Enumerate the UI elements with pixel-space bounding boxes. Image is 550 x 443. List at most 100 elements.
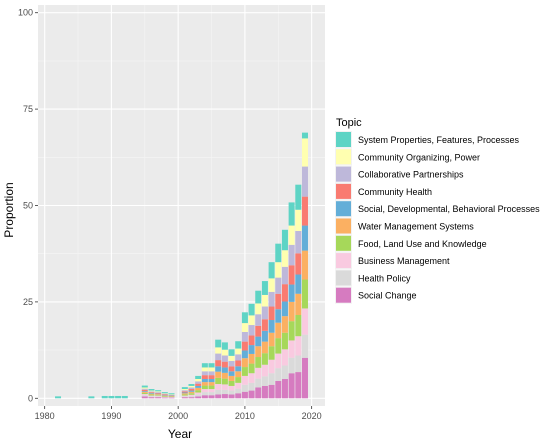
bar-segment [215, 339, 222, 348]
bar-segment [301, 166, 308, 197]
bar-segment [215, 389, 222, 395]
bar-segment [195, 385, 202, 388]
bar-segment [161, 395, 168, 397]
bar-segment [228, 366, 235, 372]
bar-segment [201, 389, 208, 393]
bar-segment [215, 377, 222, 385]
bars-layer [55, 132, 308, 399]
bar-segment [181, 394, 188, 396]
bar-segment [221, 372, 228, 379]
bar-segment [268, 373, 275, 385]
y-tick-label: 100 [18, 8, 33, 18]
bar-segment [235, 377, 242, 383]
bar-segment [148, 392, 155, 394]
bar-segment [155, 392, 162, 394]
bar-segment [301, 334, 308, 358]
bar-segment [148, 397, 155, 399]
bar-segment [208, 389, 215, 393]
bar-segment [228, 349, 235, 356]
bar-segment [241, 312, 248, 324]
bar-segment [281, 250, 288, 267]
bar-segment [208, 371, 215, 376]
bar-segment [188, 394, 195, 396]
bar-segment [195, 379, 202, 382]
bar-segment [168, 394, 175, 395]
bar-segment [275, 293, 282, 310]
bar-segment [275, 262, 282, 278]
bar-segment [221, 394, 228, 399]
bar-segment [195, 381, 202, 384]
bar-segment [235, 393, 242, 399]
bar-segment [195, 396, 202, 399]
bar-segment [168, 396, 175, 398]
bar-segment [195, 394, 202, 397]
bar-segment [181, 396, 188, 398]
bar-segment [188, 390, 195, 392]
bar-segment [155, 395, 162, 397]
bar-segment [208, 379, 215, 383]
bar-segment [281, 301, 288, 317]
bar-segment [268, 384, 275, 399]
major-gridlines [38, 5, 325, 406]
bar-segment [188, 384, 195, 386]
bar-segment [288, 244, 295, 266]
bar-segment [295, 372, 302, 399]
bar-segment [215, 353, 222, 361]
bar-segment [295, 355, 302, 373]
bar-segment [148, 389, 155, 391]
bar-segment [268, 278, 275, 292]
bar-segment [268, 262, 275, 279]
bar-segment [261, 376, 268, 386]
legend-swatch [336, 132, 351, 147]
bar-segment [188, 389, 195, 391]
bar-segment [208, 382, 215, 386]
bar-segment [288, 357, 295, 374]
bar-segment [195, 387, 202, 391]
bar-segment [141, 387, 148, 389]
axes-layer: 1980 1990 2000 2010 2020 0 25 50 75 100 [18, 8, 322, 421]
bar-segment [215, 366, 222, 372]
bar-segment [188, 391, 195, 394]
bar-segment [215, 371, 222, 378]
bar-segment [281, 229, 288, 251]
bar-segment [141, 390, 148, 392]
bar-segment [221, 349, 228, 356]
bar-segment [181, 395, 188, 397]
x-tick-label: 1990 [101, 411, 121, 421]
bar-segment [235, 382, 242, 389]
bar-segment [295, 293, 302, 316]
bar-segment [255, 290, 262, 304]
bar-segment [295, 315, 302, 337]
bar-segment [188, 385, 195, 388]
bar-segment [161, 392, 168, 394]
bar-segment [228, 380, 235, 386]
bar-segment [301, 279, 308, 309]
bar-segment [261, 330, 268, 342]
bar-segment [261, 306, 268, 320]
legend-swatch [336, 253, 351, 269]
bar-segment [201, 392, 208, 396]
bar-segment [255, 357, 262, 368]
bar-segment [221, 355, 228, 362]
bar-segment [201, 382, 208, 386]
bar-segment [275, 368, 282, 381]
bar-segment [228, 371, 235, 376]
bar-segment [235, 348, 242, 355]
legend-swatch [336, 218, 351, 234]
bar-segment [301, 132, 308, 139]
bar-segment [161, 394, 168, 396]
bar-segment [181, 397, 188, 399]
bar-segment [275, 277, 282, 294]
bar-segment [241, 331, 248, 342]
bar-segment [141, 388, 148, 390]
bar-segment [301, 357, 308, 399]
bar-segment [155, 394, 162, 395]
bar-segment [248, 363, 255, 374]
bar-segment [295, 274, 302, 294]
bar-segment [228, 394, 235, 399]
bar-segment [295, 209, 302, 231]
bar-segment [181, 391, 188, 393]
bar-segment [255, 387, 262, 399]
bar-segment [248, 390, 255, 399]
bar-segment [235, 360, 242, 367]
